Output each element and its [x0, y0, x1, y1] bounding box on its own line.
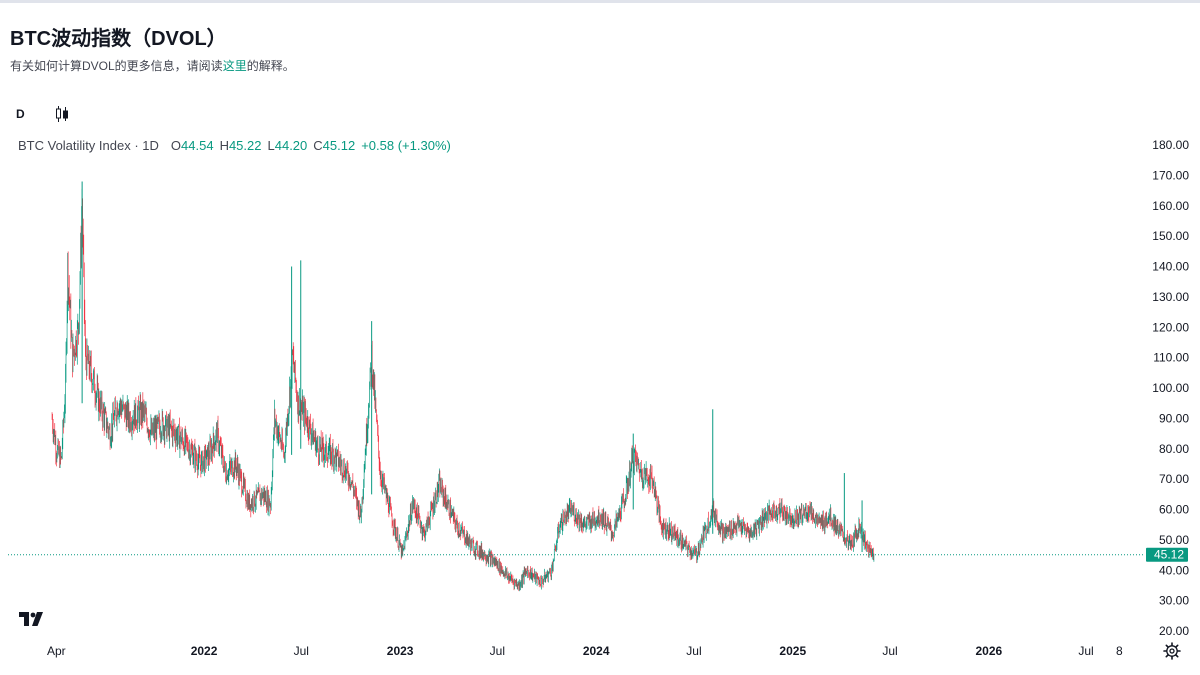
y-tick-label: 40.00 — [1159, 563, 1189, 577]
y-tick-label: 30.00 — [1159, 594, 1189, 608]
x-tick-label: 2023 — [387, 644, 414, 658]
y-tick-label: 90.00 — [1159, 411, 1189, 425]
y-tick-label: 80.00 — [1159, 442, 1189, 456]
tradingview-logo-icon[interactable] — [18, 609, 44, 629]
y-tick-label: 150.00 — [1152, 229, 1189, 243]
x-tick-label: 2026 — [975, 644, 1002, 658]
last-price-badge — [1146, 547, 1188, 562]
y-tick-label: 100.00 — [1152, 381, 1189, 395]
low-key: L — [267, 138, 275, 153]
page-title: BTC波动指数（DVOL） — [10, 28, 227, 50]
y-tick-label: 130.00 — [1152, 290, 1189, 304]
symbol-name[interactable]: BTC Volatility Index · 1D — [18, 138, 159, 153]
gear-icon[interactable] — [1163, 642, 1181, 660]
interval-button[interactable]: D — [16, 107, 25, 121]
high-key: H — [219, 138, 229, 153]
x-tick-label: 2024 — [583, 644, 610, 658]
chart-canvas[interactable]: 180.00 170.00 160.00 150.00 140.00 130.00 120.… — [0, 130, 1200, 675]
time-axis[interactable]: Apr 2022 Jul 2023 Jul 2024 Jul 2025 Jul 2026 Jul 8 — [47, 644, 1123, 658]
y-tick-label: 50.00 — [1159, 533, 1189, 547]
open-value: 44.54 — [181, 138, 214, 153]
x-tick-label: Jul — [686, 644, 701, 658]
x-tick-label: Jul — [882, 644, 897, 658]
chart-toolbar: D — [10, 102, 73, 126]
y-tick-label: 120.00 — [1152, 320, 1189, 334]
low-value: 44.20 — [274, 138, 308, 153]
x-tick-label: 8 — [1116, 644, 1123, 658]
y-tick-label: 110.00 — [1153, 351, 1189, 365]
open-key: O — [170, 138, 182, 153]
x-tick-label: Jul — [1078, 644, 1093, 658]
subtitle-text-after: 的解释。 — [246, 59, 295, 73]
ohlc-legend: BTC Volatility Index · 1D O 44.54 H 45.22 … — [18, 138, 457, 153]
candlestick-icon[interactable] — [51, 103, 73, 125]
x-tick-label: 2022 — [191, 644, 218, 658]
change-value: +0.58 (+1.30%) — [361, 138, 451, 153]
y-tick-label: 20.00 — [1159, 624, 1189, 638]
last-price-label: 45.12 — [1154, 548, 1184, 562]
y-tick-label: 180.00 — [1152, 138, 1189, 152]
x-tick-label: Jul — [294, 644, 309, 658]
y-tick-label: 160.00 — [1152, 199, 1189, 213]
x-tick-label: Jul — [490, 644, 505, 658]
explanation-link[interactable]: 这里 — [222, 59, 247, 73]
subtitle-text-before: 有关如何计算DVOL的更多信息，请阅读 — [10, 59, 223, 73]
last-price-group: 45.12 — [8, 547, 1188, 562]
page-subtitle: 有关如何计算DVOL的更多信息，请阅读这里的解释。 — [10, 57, 295, 74]
high-value: 45.22 — [228, 138, 262, 153]
y-tick-label: 140.00 — [1152, 260, 1189, 274]
y-tick-label: 60.00 — [1159, 503, 1189, 517]
price-axis[interactable]: 180.00 170.00 160.00 150.00 140.00 130.00 120.… — [1152, 138, 1189, 638]
candle-layer — [51, 181, 875, 592]
close-key: C — [313, 138, 323, 153]
x-tick-label: Apr — [47, 644, 66, 658]
y-tick-label: 170.00 — [1152, 168, 1189, 182]
x-tick-label: 2025 — [779, 644, 806, 658]
y-tick-label: 70.00 — [1159, 472, 1189, 486]
top-border — [0, 0, 1200, 3]
close-value: 45.12 — [322, 138, 356, 153]
